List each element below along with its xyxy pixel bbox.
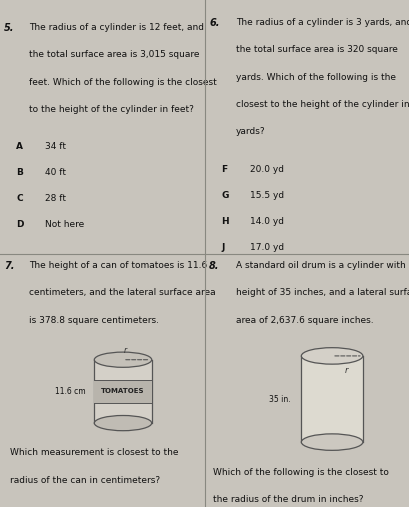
Text: the radius of the drum in inches?: the radius of the drum in inches? [213,495,363,504]
Text: yards. Which of the following is the: yards. Which of the following is the [235,73,395,82]
Ellipse shape [301,434,362,450]
Text: A: A [16,142,23,152]
Text: the total surface area is 320 square: the total surface area is 320 square [235,45,397,54]
Text: area of 2,637.6 square inches.: area of 2,637.6 square inches. [235,316,373,325]
Text: 20.0 yd: 20.0 yd [249,165,283,174]
Text: 11.6 cm: 11.6 cm [55,387,86,396]
Text: Not here: Not here [45,221,84,230]
Text: 15.5 yd: 15.5 yd [249,191,283,200]
Text: 7.: 7. [4,261,15,271]
Ellipse shape [94,352,151,367]
Text: H: H [221,217,229,226]
Text: Which measurement is closest to the: Which measurement is closest to the [10,449,178,457]
Text: The radius of a cylinder is 3 yards, and: The radius of a cylinder is 3 yards, and [235,18,409,27]
Text: is 378.8 square centimeters.: is 378.8 square centimeters. [29,316,158,325]
Text: G: G [221,191,228,200]
Text: F: F [221,165,227,174]
Text: closest to the height of the cylinder in: closest to the height of the cylinder in [235,100,408,109]
Text: J: J [221,243,224,252]
Text: 35 in.: 35 in. [269,394,290,404]
Text: r: r [124,346,127,355]
Text: D: D [16,221,24,230]
Ellipse shape [94,416,151,431]
Text: The radius of a cylinder is 12 feet, and: The radius of a cylinder is 12 feet, and [29,23,203,32]
Text: feet. Which of the following is the closest: feet. Which of the following is the clos… [29,78,216,87]
Bar [94,380,151,403]
Text: Which of the following is the closest to: Which of the following is the closest to [213,468,388,477]
Text: the total surface area is 3,015 square: the total surface area is 3,015 square [29,50,199,59]
Text: B: B [16,168,23,177]
Text: radius of the can in centimeters?: radius of the can in centimeters? [10,476,160,485]
Text: TOMATOES: TOMATOES [101,388,144,394]
Ellipse shape [301,348,362,364]
Text: The height of a can of tomatoes is 11.6: The height of a can of tomatoes is 11.6 [29,261,207,270]
Text: centimeters, and the lateral surface area: centimeters, and the lateral surface are… [29,288,215,298]
Text: 6.: 6. [209,18,219,28]
Text: yards?: yards? [235,127,265,136]
Bar [94,360,151,423]
Text: 8.: 8. [209,261,219,271]
Text: 14.0 yd: 14.0 yd [249,217,283,226]
Text: C: C [16,195,23,203]
Text: 40 ft: 40 ft [45,168,66,177]
Text: height of 35 inches, and a lateral surface: height of 35 inches, and a lateral surfa… [235,288,409,298]
Text: r: r [344,366,347,375]
Text: to the height of the cylinder in feet?: to the height of the cylinder in feet? [29,105,193,114]
Bar [301,356,362,442]
Text: A standard oil drum is a cylinder with a: A standard oil drum is a cylinder with a [235,261,409,270]
Text: 34 ft: 34 ft [45,142,66,152]
Text: 5.: 5. [4,23,15,33]
Text: 28 ft: 28 ft [45,195,66,203]
Text: 17.0 yd: 17.0 yd [249,243,283,252]
